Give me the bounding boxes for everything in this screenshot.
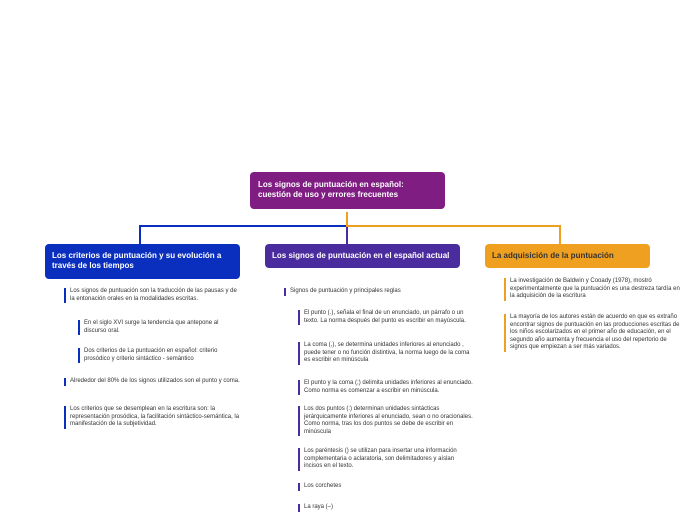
leaf[interactable]: Los signos de puntuación son la traducci… (64, 288, 242, 303)
branch-label: La adquisición de la puntuación (492, 251, 614, 260)
leaf[interactable]: El punto (.), señala el final de un enun… (298, 310, 474, 325)
leaf[interactable]: Los criterios que se desemplean en la es… (64, 406, 242, 429)
branch-signos-actual[interactable]: Los signos de puntuación en el español a… (265, 244, 460, 268)
root-title: Los signos de puntuación en español: cue… (258, 180, 404, 199)
leaf[interactable]: Dos criterios de La puntuación en españo… (78, 348, 242, 363)
leaf[interactable]: Signos de puntuación y principales regla… (284, 288, 462, 296)
leaf[interactable]: En el siglo XVI surge la tendencia que a… (78, 320, 242, 335)
leaf[interactable]: La mayoría de los autores están de acuer… (504, 314, 684, 352)
leaf[interactable]: La coma (,), se determina unidades infer… (298, 342, 474, 365)
branch-label: Los signos de puntuación en el español a… (272, 251, 449, 260)
leaf[interactable]: La raya (–) (298, 504, 474, 512)
leaf[interactable]: El punto y la coma (;) delimita unidades… (298, 380, 474, 395)
branch-criterios[interactable]: Los criterios de puntuación y su evoluci… (45, 244, 240, 279)
branch-label: Los criterios de puntuación y su evoluci… (52, 251, 221, 270)
root-node[interactable]: Los signos de puntuación en español: cue… (250, 172, 445, 209)
leaf[interactable]: La investigación de Baldwin y Cooady (19… (504, 278, 684, 301)
leaf[interactable]: Los dos puntos (:) determinan unidades s… (298, 406, 474, 436)
leaf[interactable]: Los paréntesis () se utilizan para inser… (298, 448, 474, 471)
leaf[interactable]: Los corchetes (298, 483, 474, 491)
leaf[interactable]: Alrededor del 80% de los signos utilizad… (64, 378, 242, 386)
branch-adquisicion[interactable]: La adquisición de la puntuación (485, 244, 650, 268)
